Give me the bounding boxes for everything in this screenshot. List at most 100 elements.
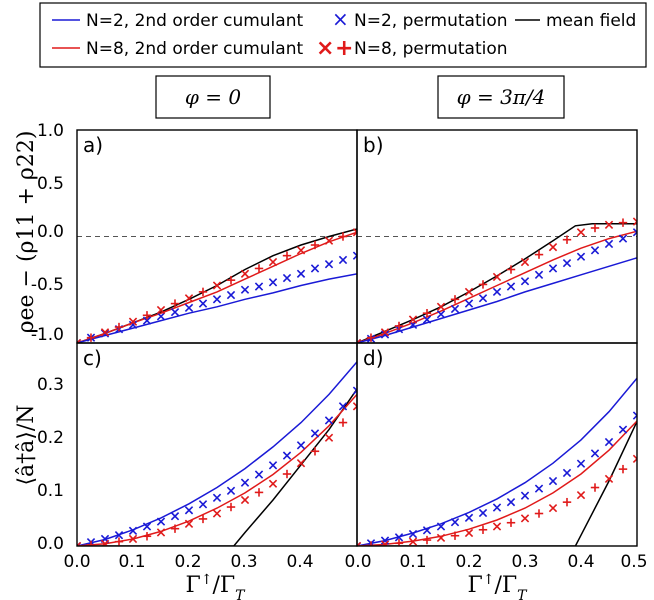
- marker-n-8-permutation: [170, 299, 180, 308]
- marker-n-8-permutation: [156, 305, 166, 315]
- legend-label-n2-cumulant: N=2, 2nd order cumulant: [86, 11, 303, 31]
- marker-n-2-permutation: [296, 269, 306, 278]
- marker-n-2-permutation: [212, 295, 222, 304]
- marker-n-2-permutation: [464, 299, 474, 308]
- marker-n-2-permutation: [520, 277, 530, 286]
- marker-n-2-permutation: [338, 402, 348, 411]
- marker-n-8-permutation: [548, 242, 558, 252]
- yticks-top: 1.0 0.5 0.0 -0.5 -1.0: [31, 121, 64, 345]
- marker-n-2-permutation: [240, 478, 250, 487]
- marker-n-2-permutation: [590, 449, 600, 458]
- marker-n-2-permutation: [450, 304, 460, 314]
- marker-n-8-permutation: [142, 311, 152, 320]
- marker-n-2-permutation: [604, 239, 614, 249]
- series-line-mean-field: [77, 388, 357, 546]
- phi-box-left: φ = 0: [155, 75, 271, 119]
- marker-n-8-permutation: [450, 295, 460, 304]
- marker-n-8-permutation: [478, 280, 488, 289]
- marker-n-2-permutation: [212, 493, 222, 502]
- marker-n-2-permutation: [226, 486, 236, 495]
- marker-n-8-permutation: [422, 308, 432, 318]
- marker-n-8-permutation: [534, 509, 544, 518]
- marker-n-2-permutation: [548, 264, 558, 273]
- marker-n-2-permutation: [282, 273, 292, 283]
- marker-n-2-permutation: [156, 312, 166, 321]
- marker-n-2-permutation: [324, 260, 334, 269]
- series-line-n-2-2nd-order-cumulant: [77, 361, 357, 546]
- marker-n-2-permutation: [506, 282, 516, 291]
- xtick-label: 0.0: [344, 552, 371, 572]
- marker-n-8-permutation: [534, 250, 544, 259]
- marker-n-8-permutation: [436, 533, 446, 543]
- marker-n-2-permutation: [632, 228, 637, 237]
- phi-box-left-frame: [155, 75, 271, 119]
- marker-n-2-permutation: [450, 518, 460, 527]
- marker-n-8-permutation: [324, 236, 334, 245]
- marker-n-8-permutation: [212, 509, 222, 518]
- marker-n-8-permutation: [506, 518, 516, 527]
- marker-n-8-permutation: [226, 502, 236, 512]
- marker-n-8-permutation: [492, 272, 502, 282]
- marker-n-8-permutation: [450, 531, 460, 540]
- panel-letter: c): [83, 346, 102, 370]
- marker-n-2-permutation: [324, 416, 334, 425]
- marker-n-2-permutation: [618, 425, 628, 434]
- marker-n-8-permutation: [338, 418, 348, 427]
- ylabel-bottom: ⟨â†â⟩/N: [14, 404, 39, 485]
- marker-n-2-permutation: [352, 386, 357, 395]
- marker-n-8-permutation: [100, 328, 110, 337]
- marker-n-2-permutation: [114, 531, 124, 540]
- xlabel-left: Γ↑/ΓT: [185, 572, 246, 600]
- marker-n-8-permutation: [282, 251, 292, 260]
- marker-n-8-permutation: [548, 503, 558, 513]
- xtick-label: 0.3: [230, 552, 257, 572]
- panel-b: b): [356, 129, 638, 344]
- marker-n-8-permutation: [618, 218, 628, 227]
- marker-n-2-permutation: [492, 287, 502, 297]
- marker-n-8-permutation: [506, 265, 516, 274]
- marker-n-8-permutation: [254, 488, 264, 497]
- marker-n-8-permutation: [618, 464, 628, 474]
- series-line-n-2-2nd-order-cumulant: [357, 377, 637, 546]
- marker-n-8-permutation: [357, 541, 362, 546]
- marker-n-2-permutation: [534, 484, 544, 493]
- marker-n-2-permutation: [282, 451, 292, 460]
- marker-n-2-permutation: [296, 441, 306, 450]
- xlabel-right: Γ↑/ΓT: [467, 572, 528, 600]
- series-line-mean-field: [357, 421, 637, 546]
- marker-n-2-permutation: [184, 506, 194, 515]
- marker-n-8-permutation: [604, 220, 614, 229]
- ytick-label: 0.1: [37, 481, 64, 501]
- marker-n-2-permutation: [492, 503, 502, 512]
- legend-label-n8-permutation: N=8, permutation: [354, 39, 508, 59]
- marker-n-8-permutation: [198, 514, 208, 524]
- marker-n-8-permutation: [86, 333, 96, 342]
- marker-n-2-permutation: [632, 411, 637, 420]
- marker-n-8-permutation: [310, 240, 320, 250]
- marker-n-2-permutation: [618, 234, 628, 243]
- marker-n-2-permutation: [478, 294, 488, 303]
- marker-n-2-permutation: [548, 476, 558, 486]
- xtick-label: 0.4: [286, 552, 313, 572]
- marker-n-8-permutation: [212, 281, 222, 290]
- marker-n-8-permutation: [254, 264, 264, 273]
- xtick-label: 0.1: [399, 552, 426, 572]
- xtick-label: 0.1: [118, 552, 145, 572]
- marker-n-2-permutation: [506, 497, 516, 507]
- marker-n-2-permutation: [338, 255, 348, 265]
- xticks-right: 0.1 0.2 0.3 0.4 0.5: [399, 552, 647, 572]
- panel-letter: b): [363, 133, 384, 157]
- marker-n-8-permutation: [142, 532, 152, 541]
- marker-n-2-permutation: [198, 500, 208, 509]
- marker-n-2-permutation: [170, 307, 180, 317]
- marker-n-8-permutation: [114, 537, 124, 546]
- xticks-left: 0.0 0.1 0.2 0.3 0.4 0.0: [63, 552, 371, 572]
- panel-a: a): [76, 129, 358, 344]
- marker-n-8-permutation: [357, 338, 362, 343]
- marker-n-2-permutation: [478, 508, 488, 518]
- legend-label-mean-field: mean field: [546, 11, 636, 31]
- marker-n-8-permutation: [128, 317, 138, 326]
- marker-n-8-permutation: [268, 479, 278, 488]
- axes-frame: [76, 342, 358, 547]
- series-line-n-8-2nd-order-cumulant: [357, 230, 637, 343]
